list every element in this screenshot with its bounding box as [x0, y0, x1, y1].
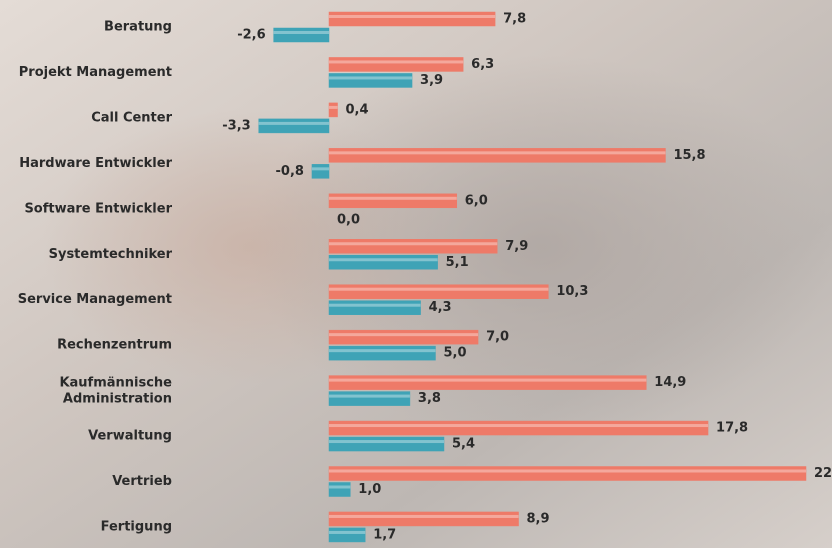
bar — [329, 239, 497, 253]
category-label: Call Center — [91, 110, 172, 125]
bar-shine — [329, 288, 548, 291]
category-label: Systemtechniker — [49, 247, 173, 262]
bar-shine — [329, 197, 457, 200]
value-label: 22,4 — [814, 466, 832, 481]
bar-shine — [329, 15, 495, 18]
value-label: 17,8 — [716, 421, 748, 436]
bar — [329, 255, 438, 269]
category-label: Vertrieb — [112, 474, 172, 489]
bar — [329, 346, 435, 360]
bar — [329, 421, 708, 435]
category-label: Software Entwickler — [24, 201, 172, 216]
bar-shine — [329, 531, 365, 534]
bar — [329, 285, 548, 299]
bar-shine — [329, 379, 646, 382]
bar-shine — [329, 424, 708, 427]
bar-shine — [329, 395, 410, 398]
bar — [329, 12, 495, 26]
category-label: Rechenzentrum — [57, 338, 172, 353]
bar-shine — [329, 333, 478, 336]
bar — [312, 164, 329, 178]
value-label: 3,9 — [420, 73, 443, 88]
chart: Beratung 7,8 -2,6 Projekt Management 6,3 3,9 C… — [0, 0, 832, 548]
bar-shine — [329, 242, 497, 245]
bar-shine — [329, 258, 438, 261]
bar — [329, 194, 457, 208]
bar — [329, 467, 806, 481]
value-label: -0,8 — [276, 164, 304, 179]
value-label: 15,8 — [673, 148, 705, 163]
value-label: 3,8 — [418, 391, 441, 406]
bar-shine — [329, 349, 435, 352]
value-label: 7,9 — [505, 239, 528, 254]
bar — [329, 301, 421, 315]
value-label: 7,0 — [486, 330, 509, 345]
value-label: 1,7 — [373, 527, 396, 542]
value-label: 6,3 — [471, 57, 494, 72]
bar — [329, 483, 350, 497]
bar — [259, 119, 329, 133]
bar-shine — [274, 31, 329, 34]
bar — [329, 73, 412, 87]
bar-shine — [259, 122, 329, 125]
bar-shine — [329, 470, 806, 473]
value-label: 5,1 — [446, 255, 469, 270]
bar — [329, 512, 519, 526]
value-label: -3,3 — [222, 118, 250, 133]
category-label: Fertigung — [101, 519, 172, 534]
value-label: 5,4 — [452, 437, 475, 452]
bar — [329, 376, 646, 390]
value-label: 1,0 — [358, 482, 381, 497]
value-label: 4,3 — [429, 300, 452, 315]
category-label: Verwaltung — [88, 429, 172, 444]
bar-shine — [329, 515, 519, 518]
bar-shine — [329, 76, 412, 79]
bar-shine — [312, 167, 329, 170]
category-label: Hardware Entwickler — [19, 156, 172, 171]
value-label: 5,0 — [443, 346, 466, 361]
value-label: 14,9 — [654, 375, 686, 390]
bar-shine — [329, 440, 444, 443]
category-label: Service Management — [18, 292, 172, 307]
bar — [274, 28, 329, 42]
bar — [329, 103, 338, 117]
bar — [329, 57, 463, 71]
bar — [329, 330, 478, 344]
category-label: Projekt Management — [19, 65, 172, 80]
bar-shine — [329, 304, 421, 307]
value-label: 0,0 — [337, 212, 360, 227]
value-label: 7,8 — [503, 12, 526, 27]
photo-shade — [0, 0, 832, 548]
bar-shine — [329, 486, 350, 489]
value-label: 10,3 — [556, 284, 588, 299]
bar-shine — [329, 151, 665, 154]
bar-shine — [329, 60, 463, 63]
bar — [329, 148, 665, 162]
value-label: 8,9 — [527, 511, 550, 526]
category-label: Beratung — [104, 20, 172, 35]
value-label: 0,4 — [346, 102, 369, 117]
bar-shine — [329, 106, 338, 109]
bar — [329, 437, 444, 451]
bar — [329, 528, 365, 542]
bar — [329, 392, 410, 406]
value-label: 6,0 — [465, 193, 488, 208]
value-label: -2,6 — [237, 28, 265, 43]
